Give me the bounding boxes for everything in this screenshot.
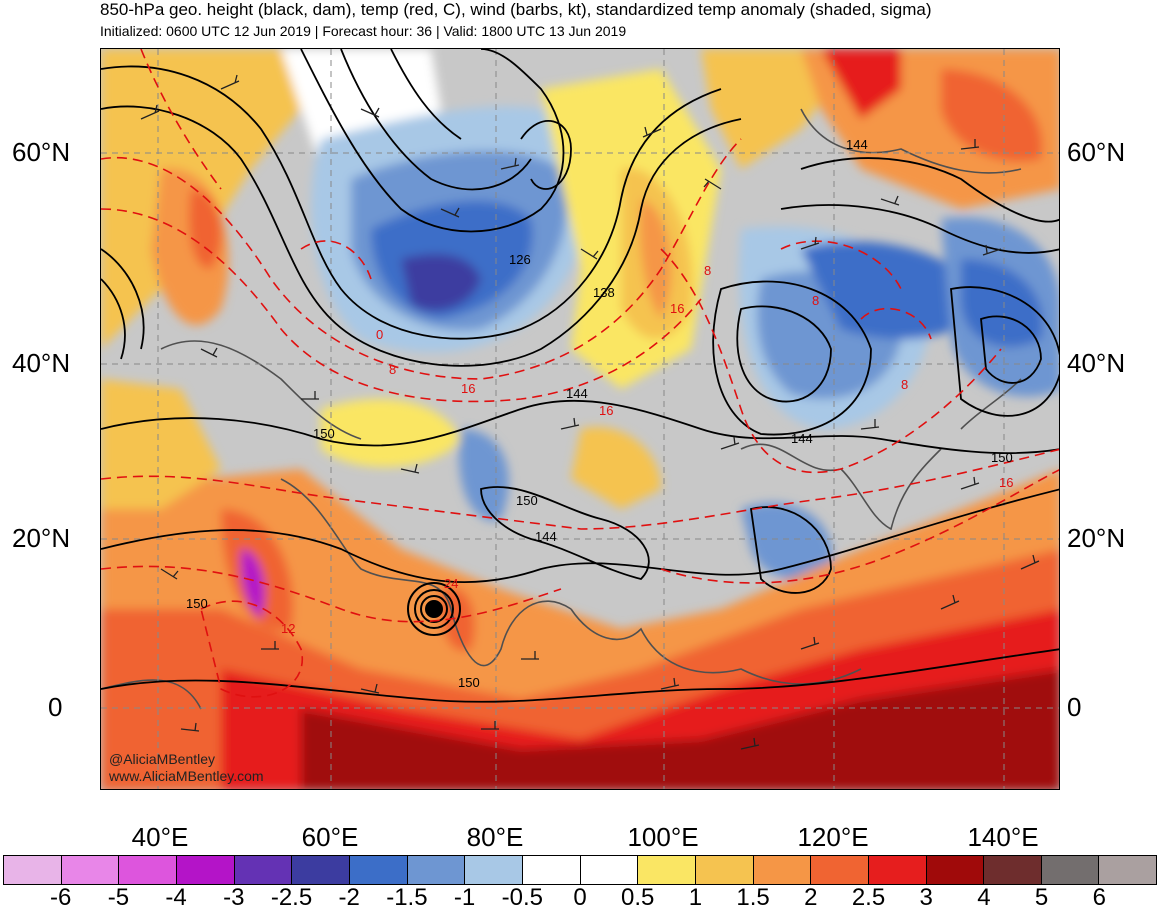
temp-label: 8	[901, 377, 908, 392]
colorbar-swatch	[753, 856, 812, 884]
lat-label-40n-left: 40°N	[12, 348, 71, 378]
colorbar-label: -2	[338, 884, 360, 911]
lon-label-140e: 140°E	[967, 822, 1039, 852]
colorbar-label: -1.5	[386, 884, 428, 911]
colorbar-label: 6	[1092, 884, 1106, 911]
colorbar-label: -1	[453, 884, 476, 911]
colorbar-label: -3	[223, 884, 245, 911]
temp-label: 8	[704, 263, 711, 278]
colorbar-label: 0.5	[621, 884, 655, 911]
colorbar-label: 1.5	[736, 884, 770, 911]
lat-label-60n-right: 60°N	[1067, 137, 1126, 167]
temp-label: 12	[281, 621, 295, 636]
colorbar-label: 3	[919, 884, 933, 911]
colorbar-label: -0.5	[501, 884, 543, 911]
temp-label: 16	[461, 381, 475, 396]
lon-label-60e: 60°E	[301, 822, 359, 852]
colorbar-label: 4	[977, 884, 991, 911]
colorbar-label: 1	[688, 884, 703, 911]
temp-label: 16	[599, 403, 613, 418]
colorbar-label: -6	[50, 884, 72, 911]
lat-label-40n-right: 40°N	[1067, 348, 1126, 378]
colorbar-swatch	[1041, 856, 1100, 884]
lat-label-20n-right: 20°N	[1067, 523, 1126, 553]
lon-label-40e: 40°E	[131, 822, 189, 852]
colorbar-swatch	[522, 856, 581, 884]
colorbar-swatch	[292, 856, 350, 884]
height-label: 150	[313, 426, 335, 441]
temp-label: 8	[812, 293, 819, 308]
lat-label-20n-left: 20°N	[12, 523, 71, 553]
colorbar-swatch	[119, 856, 177, 884]
temp-label: 24	[444, 576, 458, 591]
height-label: 126	[509, 252, 531, 267]
lat-label-60n-left: 60°N	[12, 137, 71, 167]
lat-label-0-right: 0	[1067, 692, 1082, 722]
colorbar-swatch	[926, 856, 985, 884]
colorbar-swatch	[407, 856, 466, 884]
temp-label: 16	[999, 475, 1013, 490]
colorbar-swatch	[234, 856, 293, 884]
height-label: 150	[186, 596, 208, 611]
colorbar-swatch	[984, 856, 1042, 884]
colorbar-labels: -6 -5 -4 -3 -2.5 -2 -1.5 -1 -0.5 0 0.5 1 1.5 2 2.5 3 4 5 6	[0, 884, 1160, 914]
colorbar-label: -4	[165, 884, 187, 911]
temp-label: 0	[376, 327, 383, 342]
colorbar-label: -2.5	[270, 884, 313, 911]
colorbar-label: -5	[107, 884, 130, 911]
height-label: 150	[458, 675, 480, 690]
lon-label-80e: 80°E	[466, 822, 524, 852]
height-label: 150	[991, 450, 1013, 465]
temp-label: 16	[670, 301, 684, 316]
map-title: 850-hPa geo. height (black, dam), temp (…	[100, 0, 932, 19]
height-label: 150	[516, 493, 538, 508]
colorbar-swatch	[176, 856, 235, 884]
credit-handle: @AliciaMBentley	[109, 751, 216, 767]
colorbar-label: 2	[804, 884, 818, 911]
height-label: 138	[593, 285, 615, 300]
forecast-map: 144 126 138 144 150 144 150 150 144 144 …	[100, 48, 1060, 790]
height-label: 144	[846, 137, 868, 152]
colorbar-swatch	[695, 856, 754, 884]
colorbar-swatch	[1099, 856, 1157, 884]
colorbar-swatch	[638, 856, 696, 884]
anomaly-colorbar	[3, 855, 1157, 885]
colorbar-swatch	[61, 856, 120, 884]
height-label: 144	[535, 529, 557, 544]
lat-label-0-left: 0	[48, 692, 63, 722]
lon-label-100e: 100°E	[627, 822, 699, 852]
colorbar-swatch	[580, 856, 639, 884]
temp-label: 8	[389, 362, 396, 377]
height-label: 144	[791, 431, 813, 446]
colorbar-label: 0	[573, 884, 587, 911]
colorbar-swatch	[868, 856, 927, 884]
colorbar-label: 5	[1034, 884, 1049, 911]
height-label: 144	[566, 386, 588, 401]
map-subtitle: Initialized: 0600 UTC 12 Jun 2019 | Fore…	[100, 23, 627, 39]
colorbar-swatch	[349, 856, 408, 884]
credit-url: www.AliciaMBentley.com	[109, 768, 264, 784]
colorbar-swatch	[811, 856, 869, 884]
colorbar-swatch	[465, 856, 523, 884]
colorbar-swatch	[4, 856, 62, 884]
lon-label-120e: 120°E	[797, 822, 869, 852]
colorbar-label: 2.5	[851, 884, 886, 911]
